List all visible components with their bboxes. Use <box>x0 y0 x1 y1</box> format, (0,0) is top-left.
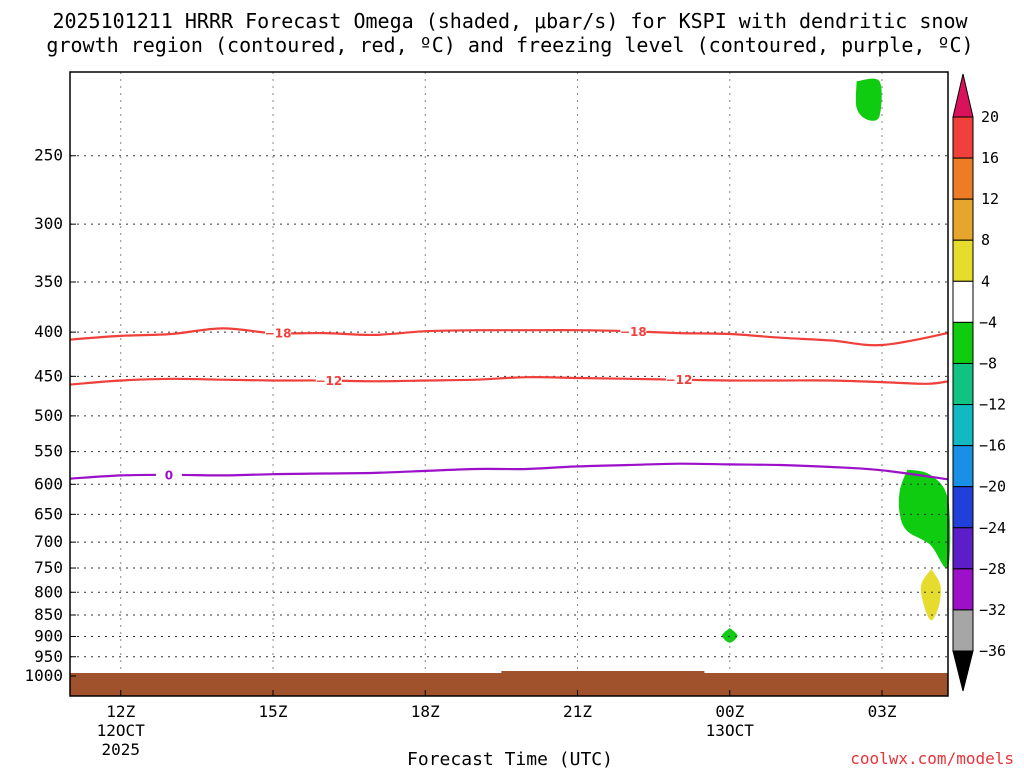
x-tick-label-00Z: 00Z <box>715 702 744 721</box>
contour-layer: −18 −18 −12 −12 0 <box>69 324 949 482</box>
y-tick-label-250: 250 <box>34 146 63 165</box>
chart-title-line2: growth region (contoured, red, ºC) and f… <box>46 33 973 57</box>
x-tick-label-18Z: 18Z <box>411 702 440 721</box>
colorbar-label-4: 4 <box>981 272 990 290</box>
contour-line-0 <box>69 462 949 481</box>
colorbar-segment <box>952 486 974 529</box>
y-tick-label-650: 650 <box>34 504 63 523</box>
colorbar-label--12: −12 <box>979 396 1006 414</box>
plot-area <box>70 72 948 696</box>
y-tick-label-900: 900 <box>34 626 63 645</box>
colorbar-label--32: −32 <box>979 601 1006 619</box>
omega-area-4 <box>722 628 738 643</box>
contour-label--12-1: −12 <box>315 374 342 388</box>
omega-area-1 <box>855 78 882 121</box>
x-axis-title: Forecast Time (UTC) <box>407 749 613 768</box>
watermark: coolwx.com/models <box>850 749 1014 768</box>
terrain-bump <box>501 671 705 674</box>
omega-area-2 <box>898 469 951 569</box>
colorbar: 20 16 12 8 4 −4 −8 −12 −16 −20 −24 −28 −32 −36 <box>952 73 1006 692</box>
colorbar-segment <box>952 198 974 241</box>
contour-line--12 <box>69 376 949 386</box>
contour-label--12-2: −12 <box>666 373 693 387</box>
colorbar-segment <box>952 445 974 488</box>
y-tick-label-850: 850 <box>34 605 63 624</box>
omega-shading-layer <box>722 78 951 643</box>
contour-label--18-2: −18 <box>620 325 647 339</box>
y-tick-label-300: 300 <box>34 214 63 233</box>
chart-title-line1: 2025101211 HRRR Forecast Omega (shaded, … <box>52 9 968 33</box>
y-tick-label-500: 500 <box>34 406 63 425</box>
colorbar-label--4: −4 <box>979 313 997 331</box>
y-tick-label-950: 950 <box>34 647 63 666</box>
colorbar-segment <box>952 116 974 159</box>
y-axis: 250 300 350 400 450 500 550 600 650 700 750 800 850 9… <box>24 146 76 685</box>
x-tick-label-21Z: 21Z <box>563 702 592 721</box>
x-tick-date: 13OCT <box>706 721 755 740</box>
y-tick-label-550: 550 <box>34 442 63 461</box>
contour-label--18-1: −18 <box>265 327 292 341</box>
y-tick-label-600: 600 <box>34 474 63 493</box>
contour-label-bg <box>620 324 647 339</box>
y-tick-label-1000: 1000 <box>24 666 63 685</box>
colorbar-label-20: 20 <box>981 108 999 126</box>
grid-layer <box>70 72 948 696</box>
contour-label-0-1: 0 <box>165 468 173 482</box>
colorbar-label--16: −16 <box>979 437 1006 455</box>
colorbar-segment <box>952 321 974 364</box>
omega-area-3 <box>920 569 941 621</box>
colorbar-segment <box>952 568 974 611</box>
y-tick-label-700: 700 <box>34 532 63 551</box>
colorbar-label--8: −8 <box>979 354 997 372</box>
colorbar-segment <box>952 404 974 447</box>
x-tick-label-12Z: 12Z <box>106 702 135 721</box>
colorbar-label-12: 12 <box>981 190 999 208</box>
contour-label-bg <box>155 467 182 482</box>
colorbar-label-16: 16 <box>981 149 999 167</box>
colorbar-label--24: −24 <box>979 519 1006 537</box>
terrain-surface <box>70 673 948 696</box>
colorbar-segment <box>952 280 974 323</box>
contour-line--18 <box>69 327 949 347</box>
plot-frame <box>69 71 949 697</box>
contour-label-bg <box>315 373 342 388</box>
colorbar-label--36: −36 <box>979 642 1006 660</box>
colorbar-segment <box>952 239 974 282</box>
colorbar-segment <box>952 157 974 200</box>
colorbar-top-arrow <box>952 73 974 118</box>
contour-label-bg <box>265 326 292 341</box>
x-tick-date: 12OCT <box>97 721 146 740</box>
colorbar-segment <box>952 527 974 570</box>
x-tick-year: 2025 <box>101 740 140 759</box>
colorbar-label--20: −20 <box>979 478 1006 496</box>
y-tick-label-450: 450 <box>34 366 63 385</box>
x-tick-label-15Z: 15Z <box>259 702 288 721</box>
contour-label-bg <box>666 372 693 387</box>
terrain-layer <box>70 671 948 696</box>
y-tick-label-350: 350 <box>34 272 63 291</box>
colorbar-label--28: −28 <box>979 560 1006 578</box>
x-tick-label-03Z: 03Z <box>868 702 897 721</box>
colorbar-segment <box>952 362 974 406</box>
y-tick-label-750: 750 <box>34 558 63 577</box>
colorbar-segment <box>952 609 974 652</box>
y-tick-label-400: 400 <box>34 322 63 341</box>
y-tick-label-800: 800 <box>34 582 63 601</box>
colorbar-label-8: 8 <box>981 231 990 249</box>
colorbar-bottom-arrow <box>952 650 974 692</box>
